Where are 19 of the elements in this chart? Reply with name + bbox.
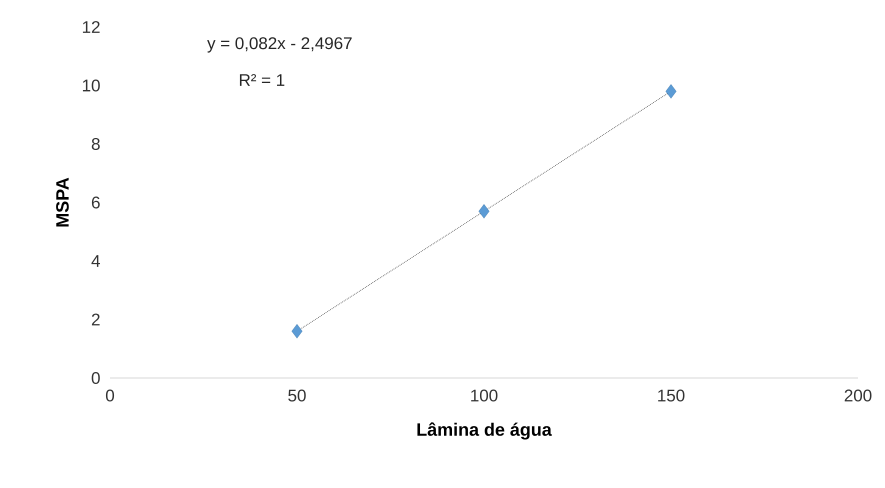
y-tick-label: 4 [91, 255, 100, 267]
annotation: R² = 1 [240, 74, 284, 86]
x-tick-label: 50 [288, 390, 306, 402]
point [292, 324, 302, 338]
y-axis-title: MSPA [56, 178, 69, 227]
x-tick-label: 200 [844, 390, 872, 402]
annotation: y = 0,082x - 2,4967 [207, 37, 352, 53]
x-tick-label: 100 [471, 390, 498, 402]
x-tick-label: 150 [658, 390, 684, 402]
y-tick-label: 10 [82, 80, 100, 92]
point [478, 204, 490, 218]
x-axis-title: Lâmina de água [417, 422, 552, 440]
y-tick-label: 0 [92, 372, 100, 384]
y-tick-label: 2 [92, 314, 100, 326]
y-tick-label: 8 [92, 138, 100, 150]
point [666, 84, 676, 99]
y-tick-label: 12 [82, 21, 100, 33]
y-tick-label: 6 [92, 196, 100, 208]
x-tick-label: 0 [106, 390, 114, 402]
